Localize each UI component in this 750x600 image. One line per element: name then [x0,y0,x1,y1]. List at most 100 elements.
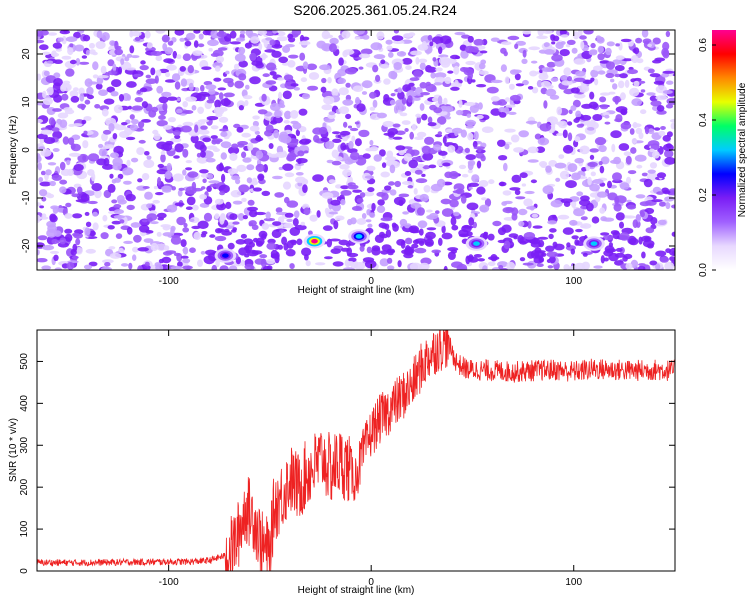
spectrogram-cell [109,173,114,179]
spectrogram-cell [37,73,42,81]
spectrogram-cell [85,248,97,254]
snr-series [37,330,675,571]
spectrogram-cell [214,198,224,205]
spectrogram-cell [629,128,635,135]
spectrogram-cell [361,80,373,89]
spectrogram-cell [322,225,333,231]
spectrogram-cell [297,150,305,157]
spectrogram-cell [614,73,621,78]
spectrogram-cell [210,135,218,140]
spectrogram-cell [104,262,111,267]
spectrogram-cell [393,30,399,34]
spectrogram-cell [265,211,271,219]
spectrogram-cell [350,151,360,161]
spectrogram-cell [144,191,153,200]
spectrogram-cell [123,180,132,185]
spectrogram-cell [275,31,286,37]
spectrogram-cell [464,147,470,154]
spectrogram-cell [182,169,187,176]
spectrogram-cell [258,43,263,51]
spectrogram-cell [514,189,521,196]
spectrogram-cell [341,30,351,39]
spectrogram-cell [425,81,431,86]
spectrogram-cell [413,188,418,195]
spectrogram-cell [248,241,255,248]
spectrogram-cell [61,36,67,45]
snr-y-ticks: 0 100 200 300 400 500 [19,353,675,574]
spectrogram-cell [286,218,293,223]
spectrogram-cell [42,97,53,106]
spectrogram-cell [210,125,219,130]
spectrogram-cell [78,87,85,96]
spectrogram-cell [534,250,546,254]
spectrogram-cell [63,107,73,112]
spectrogram-cell [518,130,529,138]
spectrogram-cell [523,198,533,207]
spectrogram-cell [287,60,296,68]
spectrogram-cell [290,110,299,119]
spectrogram-cell [332,138,342,143]
spectrogram-cell [546,61,556,68]
spectrogram-cell [551,41,556,45]
spectrogram-cell [537,137,550,146]
spectrogram-cell [488,179,495,185]
spectrogram-cell [126,53,133,58]
spectrogram-cell [337,77,347,84]
spectrogram-cell [220,152,227,160]
colorbar-tick-label: 0.6 [698,38,709,52]
spectrogram-cell [170,265,183,270]
spectrogram-cell [263,39,268,48]
spectrogram-cell [562,129,568,139]
spectrogram-cell [129,124,138,131]
spectrogram-cell [502,190,512,196]
spectrogram-cell [348,140,354,149]
spectrogram-cell [602,235,614,241]
spectrogram-cell [369,146,379,152]
spectrogram-cell [178,187,185,191]
spectrogram-cell [125,193,136,202]
spectrogram-cell [206,185,212,192]
spectrogram-cell [615,55,625,60]
spectrogram-cell [664,196,675,202]
spectrogram-cell [158,258,165,264]
spectrogram-cell [440,58,451,68]
spectrogram-cell [139,87,148,93]
spectrogram-cell [524,190,535,195]
spectrogram-cell [233,123,241,129]
spectrogram-cell [95,41,106,49]
x-tick-label: -100 [159,276,179,287]
spectrogram-cell [307,85,319,91]
spectrogram-cell [358,129,370,138]
spectrogram-cell [558,120,568,129]
spectrogram-cell [110,152,119,159]
spectrogram-cell [251,224,259,230]
spectrogram-cell [113,215,126,219]
spectrogram-cell [611,143,616,153]
spectrogram-cell [234,53,246,62]
spectrogram-cell [295,176,306,184]
spectrogram-cell [121,122,128,126]
spectrogram-cell [397,260,402,268]
spectrogram-cell [620,108,628,116]
spectrogram-cell [219,128,229,132]
spectrogram-cell [606,61,615,70]
spectrogram-cell [631,55,639,64]
spectrogram-cell [522,262,534,266]
spectrogram-cell [75,247,83,255]
spectrogram-cell [490,79,503,84]
spectrogram-cell [443,265,448,270]
spectrogram-cell [329,37,339,45]
spectrogram-cell [182,265,193,270]
spectrogram-cell [161,34,170,43]
spectrogram-cell [596,191,608,198]
spectrogram-cell [476,84,487,88]
spectrogram-cell [164,79,176,83]
spectrogram-cell [641,251,646,259]
spectrogram-cell [67,47,74,56]
spectrogram-cell [597,53,605,61]
spectrogram-cell [155,264,164,270]
spectrogram-cell [427,116,433,124]
spectrogram-cell [229,213,238,221]
spectrogram-cell [647,128,655,135]
